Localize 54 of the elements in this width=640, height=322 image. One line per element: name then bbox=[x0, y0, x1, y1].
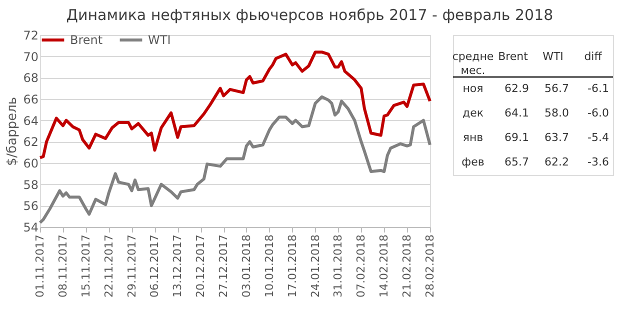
x-tick-label: 28.02.2018 bbox=[424, 234, 436, 298]
x-tick-label: 07.02.2018 bbox=[354, 234, 368, 298]
y-tick-label: 60 bbox=[23, 156, 38, 170]
x-tick-label: 22.11.2017 bbox=[102, 234, 116, 298]
text: -6.1 bbox=[588, 82, 609, 96]
category-label: ноя bbox=[462, 82, 484, 96]
text: 65.7 bbox=[504, 156, 529, 169]
legend-label: WTI bbox=[148, 33, 171, 47]
x-tick-label: 10.01.2018 bbox=[262, 234, 276, 298]
category-label: WTI bbox=[542, 50, 564, 64]
y-tick-label: 64 bbox=[23, 114, 38, 128]
y-tick-label: 66 bbox=[23, 92, 38, 106]
text: 58.0 bbox=[544, 106, 569, 120]
y-tick-label: 68 bbox=[23, 71, 38, 86]
x-tick-label: 31.01.2018 bbox=[332, 234, 345, 298]
y-tick-label: 70 bbox=[23, 50, 38, 64]
y-tick-label: 58 bbox=[23, 178, 38, 192]
y-tick-label: 62 bbox=[23, 135, 38, 150]
y-axis-title: $/баррель bbox=[5, 96, 20, 166]
x-tick-label: 08.11.2017 bbox=[56, 234, 70, 298]
text: 62.2 bbox=[544, 156, 569, 169]
text: -6.0 bbox=[588, 106, 609, 120]
y-tick-label: 56 bbox=[23, 199, 38, 214]
y-tick-label: 54 bbox=[23, 220, 38, 234]
x-tick-label: 14.02.2018 bbox=[378, 234, 391, 298]
text: -3.6 bbox=[588, 156, 609, 169]
legend-label: Brent bbox=[70, 33, 103, 47]
x-tick-label: 24.01.2018 bbox=[308, 234, 322, 298]
x-tick-label: 20.12.2017 bbox=[194, 234, 208, 298]
text: 62.9 bbox=[504, 82, 529, 96]
category-label: средне мес. bbox=[452, 50, 494, 78]
line-series bbox=[38, 95, 432, 224]
text: -5.4 bbox=[588, 131, 609, 144]
x-tick-label: 29.11.2017 bbox=[125, 234, 138, 298]
text: 56.7 bbox=[544, 82, 569, 96]
x-tick-label: 06.12.2017 bbox=[148, 234, 162, 298]
chart-title: Динамика нефтяных фьючерсов ноябрь 2017 - февраль 2018 bbox=[66, 6, 554, 24]
x-tick-label: 01.11.2017 bbox=[34, 234, 46, 298]
x-tick-label: 21.02.2018 bbox=[400, 234, 414, 298]
y-tick-label: 72 bbox=[23, 28, 38, 42]
text: 64.1 bbox=[504, 106, 529, 120]
x-tick-label: 15.11.2017 bbox=[79, 234, 92, 298]
text: 63.7 bbox=[544, 131, 569, 144]
x-tick-label: 03.01.2018 bbox=[240, 234, 253, 298]
text: 69.1 bbox=[504, 131, 529, 144]
x-tick-label: 17.01.2018 bbox=[286, 234, 299, 298]
category-label: дек bbox=[462, 106, 484, 120]
x-tick-label: 13.12.2017 bbox=[171, 234, 184, 298]
line-series bbox=[38, 50, 432, 160]
category-label: фев bbox=[462, 156, 484, 169]
category-label: Brent bbox=[498, 50, 529, 64]
category-label: diff bbox=[584, 50, 602, 64]
x-tick-label: 27.12.2017 bbox=[217, 234, 230, 298]
category-label: янв bbox=[462, 131, 484, 144]
